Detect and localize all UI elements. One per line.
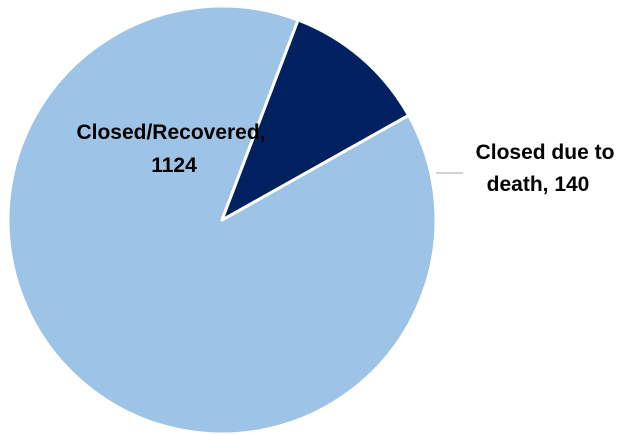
slice-death [220,18,411,222]
pie-slices [6,4,438,434]
slice-label-death: Closed due to [476,141,615,164]
slice-label-death-value: death, 140 [487,173,590,196]
slice-label-recovered: Closed/Recovered, [76,121,265,144]
slice-label-recovered-value: 1124 [151,154,197,177]
